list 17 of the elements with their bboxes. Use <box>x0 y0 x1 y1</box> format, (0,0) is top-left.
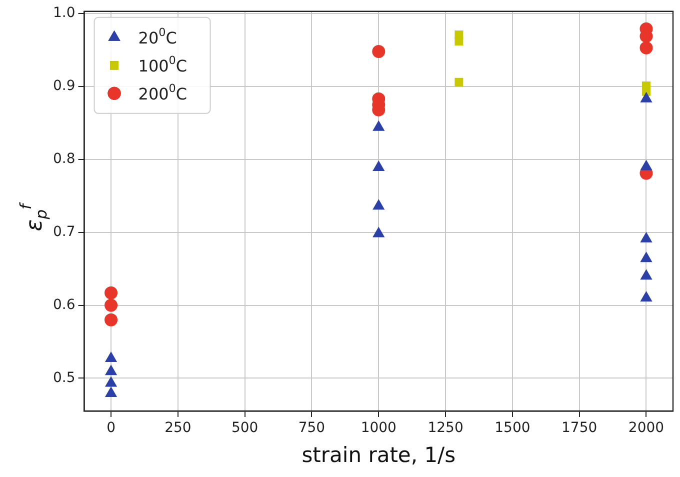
y-tick-label: 0.5 <box>53 370 76 386</box>
x-tick-label: 0 <box>106 420 116 436</box>
x-tick-label: 1750 <box>562 420 598 436</box>
x-tick-label: 1250 <box>428 420 464 436</box>
y-axis-title: εpf <box>17 202 51 232</box>
x-tick-label: 500 <box>231 420 258 436</box>
y-tick-label: 0.9 <box>53 78 76 94</box>
y-tick-label: 0.6 <box>53 296 76 313</box>
x-tick-label: 1000 <box>360 420 396 436</box>
y-tick-label: 0.7 <box>53 224 76 240</box>
x-tick-label: 1500 <box>494 420 530 436</box>
x-tick-label: 250 <box>164 420 192 436</box>
x-tick-label: 750 <box>298 420 326 436</box>
x-tick-label: 2000 <box>628 420 664 436</box>
y-tick-label: 1.0 <box>53 5 76 22</box>
x-axis-title: strain rate, 1/s <box>302 442 456 467</box>
y-tick-label: 0.8 <box>53 151 76 168</box>
